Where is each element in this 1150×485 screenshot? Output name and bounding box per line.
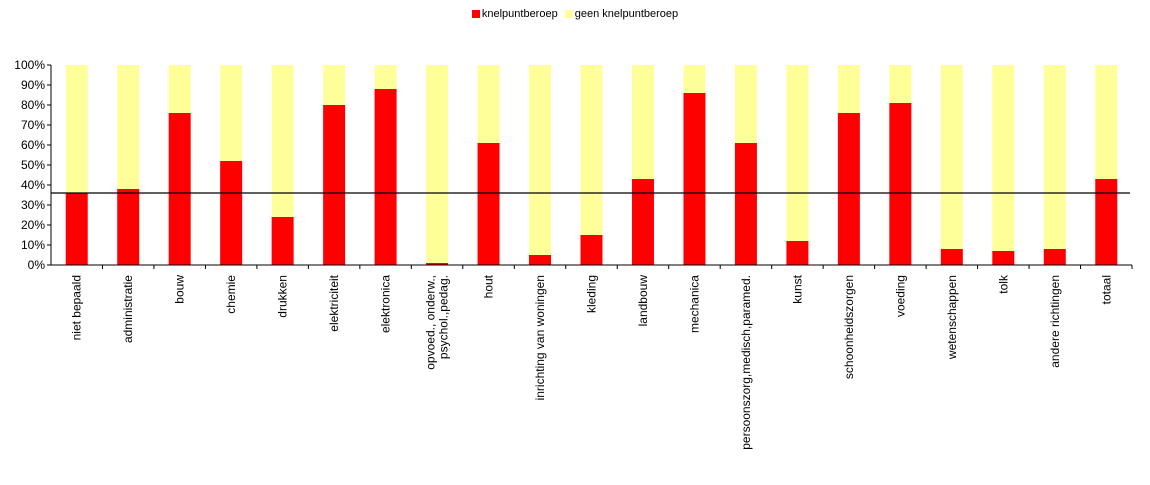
legend-label-geen-knelpuntberoep: geen knelpuntberoep xyxy=(574,8,679,21)
bar-geen-knelpuntberoep xyxy=(837,65,860,113)
bar-knelpuntberoep xyxy=(992,251,1015,265)
legend-label-knelpuntberoep: knelpuntberoep xyxy=(481,8,558,21)
bar-knelpuntberoep xyxy=(889,103,912,265)
legend-swatch-geen-knelpuntberoep xyxy=(564,10,573,19)
y-tick-label: 70% xyxy=(21,118,45,132)
x-category-label: niet bepaald xyxy=(70,275,84,340)
y-tick-label: 30% xyxy=(21,198,45,212)
x-category-label: mechanica xyxy=(687,275,701,333)
legend: knelpuntberoep geen knelpuntberoep xyxy=(0,8,1150,20)
x-category-label: bouw xyxy=(173,275,187,304)
legend-item-knelpuntberoep: knelpuntberoep xyxy=(471,8,558,21)
y-tick-label: 80% xyxy=(21,98,45,112)
bar-knelpuntberoep xyxy=(168,113,191,265)
bar-geen-knelpuntberoep xyxy=(992,65,1015,251)
y-tick-label: 50% xyxy=(21,158,45,172)
bar-geen-knelpuntberoep xyxy=(1095,65,1118,179)
x-category-label: landbouw xyxy=(636,275,650,327)
x-category-label: totaal xyxy=(1099,275,1113,304)
bar-knelpuntberoep xyxy=(271,217,294,265)
bar-geen-knelpuntberoep xyxy=(940,65,963,249)
bar-geen-knelpuntberoep xyxy=(580,65,603,235)
y-tick-label: 90% xyxy=(21,78,45,92)
bar-geen-knelpuntberoep xyxy=(529,65,552,255)
x-category-label: psychol.,pedag. xyxy=(437,275,451,359)
bar-geen-knelpuntberoep xyxy=(889,65,912,103)
bar-knelpuntberoep xyxy=(117,189,140,265)
x-category-label: schoonheidszorgen xyxy=(842,275,856,379)
x-category-label: andere richtingen xyxy=(1048,275,1062,368)
x-category-label: opvoed., onderw., xyxy=(424,275,438,370)
bar-geen-knelpuntberoep xyxy=(374,65,397,89)
bar-geen-knelpuntberoep xyxy=(631,65,654,179)
bar-geen-knelpuntberoep xyxy=(65,65,88,193)
bar-knelpuntberoep xyxy=(220,161,243,265)
bar-knelpuntberoep xyxy=(477,143,500,265)
bar-knelpuntberoep xyxy=(940,249,963,265)
bar-geen-knelpuntberoep xyxy=(734,65,757,143)
bar-geen-knelpuntberoep xyxy=(426,65,449,263)
x-category-label: persoonszorg,medisch,paramed. xyxy=(739,275,753,450)
x-category-label: chemie xyxy=(224,275,238,314)
x-category-label: voeding xyxy=(893,275,907,317)
x-category-label: wetenschappen xyxy=(945,275,959,360)
y-tick-label: 40% xyxy=(21,178,45,192)
x-category-label: inrichting van woningen xyxy=(533,275,547,400)
x-category-label: kunst xyxy=(790,274,804,303)
y-tick-label: 100% xyxy=(14,58,45,72)
bar-knelpuntberoep xyxy=(374,89,397,265)
bar-knelpuntberoep xyxy=(683,93,706,265)
bar-knelpuntberoep xyxy=(529,255,552,265)
bar-knelpuntberoep xyxy=(734,143,757,265)
y-tick-label: 10% xyxy=(21,238,45,252)
bar-geen-knelpuntberoep xyxy=(786,65,809,241)
bar-knelpuntberoep xyxy=(631,179,654,265)
bar-geen-knelpuntberoep xyxy=(168,65,191,113)
bar-knelpuntberoep xyxy=(1095,179,1118,265)
bar-geen-knelpuntberoep xyxy=(117,65,140,189)
x-category-label: drukken xyxy=(276,275,290,318)
x-category-label: elektronica xyxy=(379,275,393,333)
bar-geen-knelpuntberoep xyxy=(1043,65,1066,249)
bar-knelpuntberoep xyxy=(426,263,449,265)
bar-knelpuntberoep xyxy=(65,193,88,265)
bar-knelpuntberoep xyxy=(580,235,603,265)
bar-geen-knelpuntberoep xyxy=(271,65,294,217)
x-category-label: hout xyxy=(482,274,496,298)
y-tick-label: 60% xyxy=(21,138,45,152)
bar-knelpuntberoep xyxy=(323,105,346,265)
x-category-label: administratie xyxy=(121,275,135,343)
bar-knelpuntberoep xyxy=(1043,249,1066,265)
y-tick-label: 0% xyxy=(28,258,46,272)
bar-geen-knelpuntberoep xyxy=(323,65,346,105)
y-tick-label: 20% xyxy=(21,218,45,232)
x-category-label: elektriciteit xyxy=(327,274,341,331)
bar-knelpuntberoep xyxy=(786,241,809,265)
x-category-label: kleding xyxy=(585,275,599,313)
legend-item-geen-knelpuntberoep: geen knelpuntberoep xyxy=(564,8,679,21)
x-category-label: tolk xyxy=(996,274,1010,294)
bar-knelpuntberoep xyxy=(837,113,860,265)
bar-geen-knelpuntberoep xyxy=(477,65,500,143)
bar-geen-knelpuntberoep xyxy=(683,65,706,93)
legend-swatch-knelpuntberoep xyxy=(471,10,480,19)
bar-geen-knelpuntberoep xyxy=(220,65,243,161)
